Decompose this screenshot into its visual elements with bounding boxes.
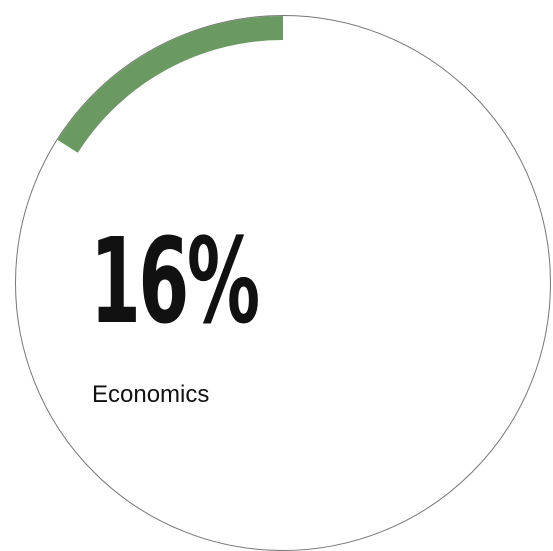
category-label: Economics: [92, 381, 210, 408]
percent-value: 16%: [90, 212, 260, 350]
value-arc: [57, 16, 284, 153]
